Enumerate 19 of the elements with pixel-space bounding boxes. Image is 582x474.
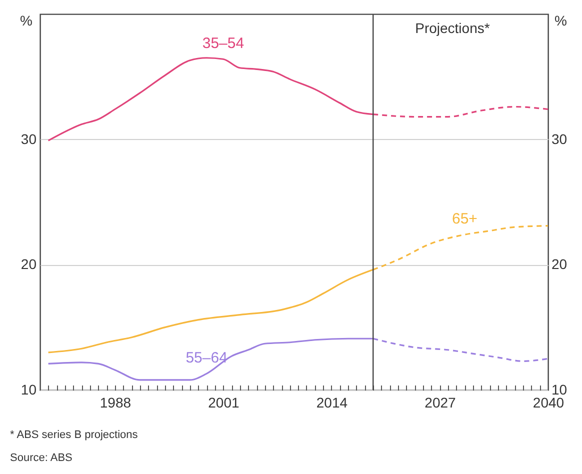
y-tick-label: 30 <box>20 130 37 147</box>
x-tick-label: 2001 <box>208 394 240 410</box>
y-tick-label: 10 <box>20 382 37 398</box>
series-label: 35–54 <box>202 35 244 52</box>
y2-tick-label: 20 <box>552 256 568 272</box>
y-tick-label: 20 <box>20 256 37 272</box>
y2-axis-title: % <box>554 12 567 28</box>
x-tick-label: 2040 <box>532 394 564 410</box>
text: * ABS series B projections <box>10 429 138 441</box>
x-tick-label: 1988 <box>100 394 132 410</box>
y2-tick-label: 30 <box>552 130 568 147</box>
source-note: Source: ABS <box>10 452 72 464</box>
y-axis-title: % <box>20 12 32 28</box>
x-tick-label: 2014 <box>316 394 348 410</box>
ref-line-label: Projections* <box>415 20 490 36</box>
series-label: 65+ <box>452 210 478 228</box>
y2-tick-label: 10 <box>552 382 568 398</box>
series-label: 55–64 <box>186 350 228 367</box>
x-tick-label: 2027 <box>424 394 456 410</box>
